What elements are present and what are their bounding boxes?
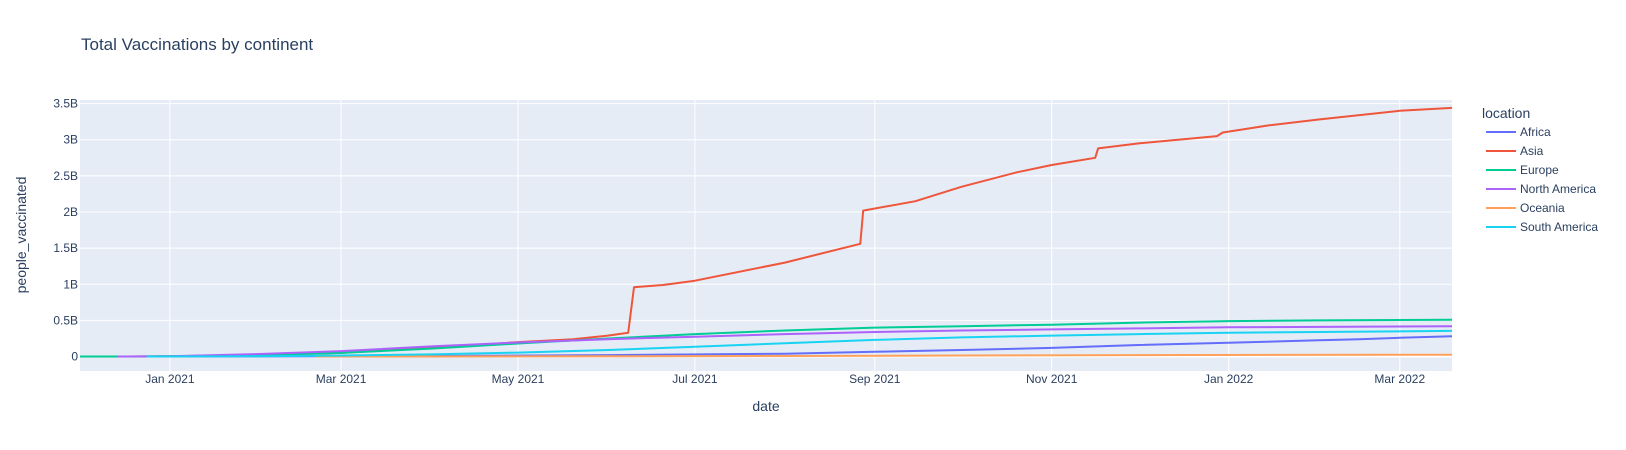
plot-area <box>80 100 1452 371</box>
series-line-south-america <box>146 329 1453 358</box>
y-tick-label: 3.5B <box>53 97 78 111</box>
y-tick-label: 1.5B <box>53 241 78 255</box>
x-tick-label: Mar 2022 <box>1374 372 1425 386</box>
chart-title: Total Vaccinations by continent <box>81 35 313 54</box>
legend-item-label[interactable]: Europe <box>1520 163 1559 177</box>
series-line-north-america <box>117 325 1453 358</box>
x-tick-label: Jan 2022 <box>1204 372 1254 386</box>
x-tick-label: Nov 2021 <box>1026 372 1078 386</box>
x-tick-label: May 2021 <box>492 372 545 386</box>
x-tick-label: Jan 2021 <box>145 372 195 386</box>
x-tick-label: Mar 2021 <box>316 372 367 386</box>
legend: location Africa Asia Europe North America Oc… <box>1482 105 1598 234</box>
y-axis-title: people_vaccinated <box>13 177 29 294</box>
y-tick-label: 3B <box>63 133 78 147</box>
y-tick-label: 2B <box>63 205 78 219</box>
legend-item-label[interactable]: North America <box>1520 182 1596 196</box>
legend-item-label[interactable]: South America <box>1520 220 1598 234</box>
y-tick-label: 0.5B <box>53 313 78 327</box>
y-tick-label: 0 <box>71 350 78 364</box>
legend-item-label[interactable]: Africa <box>1520 125 1551 139</box>
x-axis-title: date <box>752 398 779 414</box>
x-tick-label: Sep 2021 <box>849 372 901 386</box>
legend-item-label[interactable]: Oceania <box>1520 201 1565 215</box>
y-tick-label: 1B <box>63 277 78 291</box>
series-line-oceania <box>315 353 1453 358</box>
legend-item-label[interactable]: Asia <box>1520 144 1544 158</box>
y-tick-label: 2.5B <box>53 169 78 183</box>
legend-title: location <box>1482 105 1530 121</box>
x-tick-label: Jul 2021 <box>672 372 718 386</box>
